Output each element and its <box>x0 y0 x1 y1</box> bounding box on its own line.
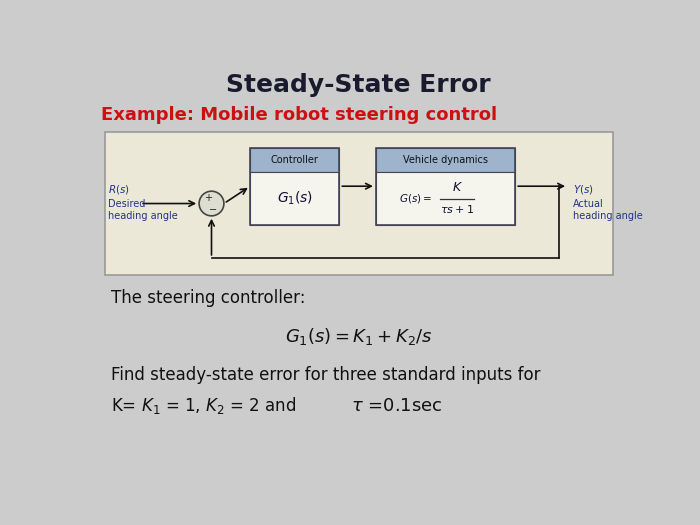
FancyBboxPatch shape <box>251 172 340 225</box>
Text: heading angle: heading angle <box>108 211 177 221</box>
Text: $\tau s + 1$: $\tau s + 1$ <box>440 203 474 215</box>
FancyBboxPatch shape <box>251 148 340 172</box>
Text: +: + <box>204 193 211 203</box>
FancyBboxPatch shape <box>376 172 515 225</box>
Text: Find steady-state error for three standard inputs for: Find steady-state error for three standa… <box>111 366 540 384</box>
Text: heading angle: heading angle <box>573 211 643 221</box>
Text: $Y(s)$: $Y(s)$ <box>573 183 594 196</box>
Text: Vehicle dynamics: Vehicle dynamics <box>403 155 488 165</box>
Text: K= $K_1$ = 1, $K_2$ = 2 and: K= $K_1$ = 1, $K_2$ = 2 and <box>111 395 296 416</box>
Text: $G_1(s) = K_1 + K_2 / s$: $G_1(s) = K_1 + K_2 / s$ <box>285 326 433 347</box>
Text: Actual: Actual <box>573 198 603 208</box>
Text: Controller: Controller <box>271 155 319 165</box>
FancyBboxPatch shape <box>376 148 515 172</box>
FancyBboxPatch shape <box>88 63 630 467</box>
Circle shape <box>199 191 224 216</box>
Text: Example: Mobile robot steering control: Example: Mobile robot steering control <box>102 107 498 124</box>
Text: $G_1(s)$: $G_1(s)$ <box>276 190 313 207</box>
Text: Desired: Desired <box>108 198 145 208</box>
Text: −: − <box>209 205 217 215</box>
Text: $\tau$ =0.1sec: $\tau$ =0.1sec <box>351 397 442 415</box>
Text: The steering controller:: The steering controller: <box>111 289 305 307</box>
Text: Steady-State Error: Steady-State Error <box>226 72 491 97</box>
Text: $K$: $K$ <box>452 181 463 194</box>
Text: $G(s) =$: $G(s) =$ <box>399 192 432 205</box>
FancyBboxPatch shape <box>104 132 613 275</box>
Text: $R(s)$: $R(s)$ <box>108 183 130 196</box>
